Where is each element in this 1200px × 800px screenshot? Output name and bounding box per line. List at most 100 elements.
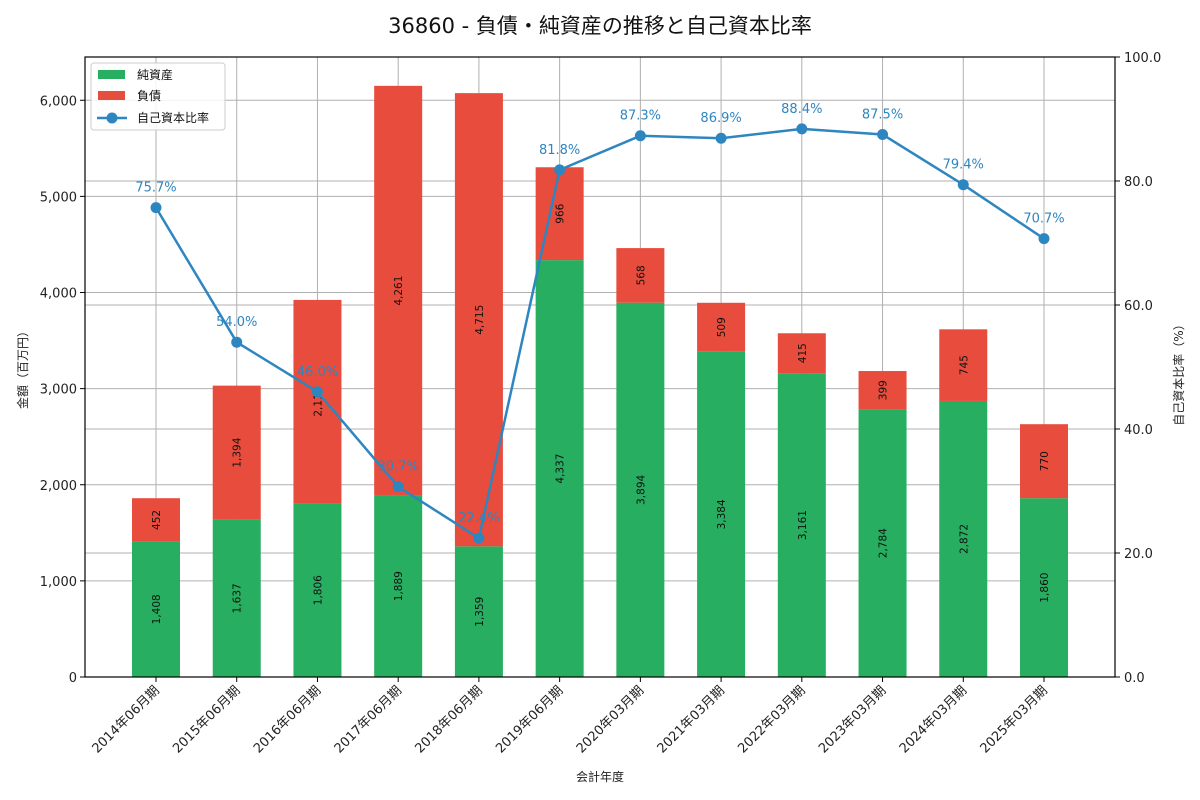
ratio-marker bbox=[392, 481, 404, 493]
legend-marker-ratio bbox=[106, 112, 118, 124]
ratio-label: 81.8% bbox=[539, 143, 580, 158]
bar-series bbox=[132, 85, 1068, 677]
ratio-label: 75.7% bbox=[135, 181, 176, 196]
bar-net-assets bbox=[939, 400, 988, 677]
x-tick-label: 2017年06月期 bbox=[332, 683, 405, 756]
bar-label-liabilities: 1,394 bbox=[232, 437, 244, 467]
ratio-marker bbox=[877, 129, 889, 140]
bar-label-net-assets: 1,889 bbox=[393, 571, 405, 601]
x-tick-label: 2024年03月期 bbox=[897, 683, 970, 756]
bar-label-net-assets: 3,384 bbox=[716, 499, 728, 529]
ratio-line bbox=[154, 127, 1045, 541]
axes bbox=[84, 56, 1116, 678]
bar-label-liabilities: 770 bbox=[1039, 451, 1051, 471]
x-tick-label: 2015年06月期 bbox=[170, 683, 243, 756]
y-tick-label: 2,000 bbox=[40, 479, 77, 494]
y-axis-label-right: 自己資本比率（%） bbox=[1171, 318, 1186, 425]
x-tick-label: 2018年06月期 bbox=[412, 683, 485, 756]
bar-net-assets bbox=[132, 541, 180, 677]
bar-label-net-assets: 1,637 bbox=[232, 583, 244, 613]
bar-net-assets bbox=[858, 409, 907, 677]
ratio-marker bbox=[311, 386, 323, 398]
bar-net-assets bbox=[1020, 498, 1068, 677]
ratio-label: 22.4% bbox=[458, 511, 499, 526]
y-tick-label: 5,000 bbox=[40, 190, 77, 205]
bar-label-liabilities: 399 bbox=[878, 380, 890, 400]
bar-net-assets bbox=[535, 260, 584, 677]
x-tick-labels: 2014年06月期 2015年06月期 2016年06月期 2017年06月期 2018… bbox=[90, 677, 1051, 757]
chart-title: 36860 - 負債・純資産の推移と自己資本比率 bbox=[388, 14, 812, 38]
y-tick-label: 1,000 bbox=[40, 575, 77, 590]
bar-net-assets bbox=[374, 495, 423, 677]
ratio-label: 46.0% bbox=[297, 365, 338, 380]
bar-label-net-assets: 3,894 bbox=[635, 474, 647, 504]
legend-swatch-liabilities bbox=[98, 91, 125, 100]
bar-label-liabilities: 745 bbox=[958, 355, 970, 375]
y-tick-label: 3,000 bbox=[40, 383, 77, 398]
y-tick-label-right: 40.0 bbox=[1124, 423, 1153, 438]
y-tick-label-right: 60.0 bbox=[1124, 299, 1153, 314]
legend-label-net-assets: 純資産 bbox=[137, 67, 173, 82]
bar-liabilities bbox=[212, 385, 261, 520]
bar-liabilities bbox=[858, 371, 907, 410]
legend-box bbox=[90, 62, 226, 131]
bar-net-assets bbox=[293, 503, 342, 677]
bar-label-liabilities: 4,715 bbox=[474, 305, 486, 335]
ratio-label: 87.5% bbox=[862, 108, 903, 123]
legend-label-ratio: 自己資本比率 bbox=[137, 110, 209, 125]
bar-net-assets bbox=[212, 519, 261, 677]
ratio-label: 70.7% bbox=[1023, 212, 1064, 227]
bar-net-assets bbox=[697, 351, 746, 677]
bar-net-assets bbox=[777, 373, 826, 677]
bar-label-net-assets: 1,860 bbox=[1039, 573, 1051, 603]
legend-swatch-net-assets bbox=[98, 70, 125, 79]
x-tick-label: 2023年03月期 bbox=[816, 683, 889, 756]
x-tick-label: 2025年03月期 bbox=[978, 683, 1051, 756]
x-tick-label: 2016年06月期 bbox=[251, 683, 324, 756]
ratio-label: 86.9% bbox=[700, 111, 741, 126]
bar-label-net-assets: 2,784 bbox=[878, 528, 890, 558]
y-tick-labels-right: 0.0 20.0 40.0 60.0 80.0 100.0 bbox=[1115, 51, 1161, 686]
ratio-label: 54.0% bbox=[216, 315, 257, 330]
ratio-label: 87.3% bbox=[620, 109, 661, 124]
ratio-label: 79.4% bbox=[943, 158, 984, 173]
y-axis-label-left: 金額（百万円） bbox=[15, 325, 30, 409]
ratio-marker bbox=[150, 202, 162, 214]
ratio-marker bbox=[231, 336, 243, 348]
plot-frame bbox=[84, 56, 1116, 678]
y-tick-labels-left: 0 1,000 2,000 3,000 4,000 5,000 6,000 bbox=[40, 94, 85, 686]
bar-liabilities bbox=[616, 248, 665, 303]
x-tick-label: 2019年06月期 bbox=[493, 683, 566, 756]
bar-liabilities bbox=[697, 302, 746, 352]
bar-liabilities bbox=[939, 329, 988, 401]
y-tick-label: 0 bbox=[69, 671, 77, 686]
legend-label-liabilities: 負債 bbox=[137, 88, 161, 103]
bar-liabilities bbox=[374, 85, 423, 496]
bar-label-liabilities: 966 bbox=[555, 203, 567, 223]
bar-label-net-assets: 3,161 bbox=[797, 510, 809, 540]
y-tick-label-right: 20.0 bbox=[1124, 547, 1153, 562]
x-tick-label: 2014年06月期 bbox=[90, 683, 163, 756]
bar-liabilities bbox=[132, 498, 180, 542]
bar-label-net-assets: 2,872 bbox=[958, 524, 970, 554]
bar-label-liabilities: 452 bbox=[151, 510, 163, 530]
y-tick-label-right: 100.0 bbox=[1124, 51, 1161, 66]
legend: 純資産 負債 自己資本比率 bbox=[90, 62, 226, 131]
bar-label-liabilities: 4,261 bbox=[393, 276, 405, 306]
bar-liabilities bbox=[1020, 424, 1068, 499]
x-tick-label: 2020年03月期 bbox=[574, 683, 647, 756]
ratio-marker bbox=[554, 164, 566, 176]
ratio-marker bbox=[634, 130, 646, 142]
y-tick-label: 4,000 bbox=[40, 287, 77, 302]
y-tick-label: 6,000 bbox=[40, 94, 77, 109]
ratio-marker bbox=[473, 532, 485, 544]
bar-label-net-assets: 4,337 bbox=[555, 454, 567, 484]
bar-label-liabilities: 568 bbox=[635, 265, 647, 285]
ratio-marker bbox=[715, 132, 727, 144]
ratio-line-series: 75.7% 54.0% 46.0% 30.7% 22.4% 81.8% 87.3% 86.9%… bbox=[135, 102, 1065, 544]
ratio-marker bbox=[1038, 233, 1050, 245]
bar-label-net-assets: 1,359 bbox=[474, 597, 486, 627]
ratio-label: 88.4% bbox=[781, 102, 822, 117]
bar-net-assets bbox=[616, 302, 665, 677]
x-tick-label: 2022年03月期 bbox=[735, 683, 808, 756]
